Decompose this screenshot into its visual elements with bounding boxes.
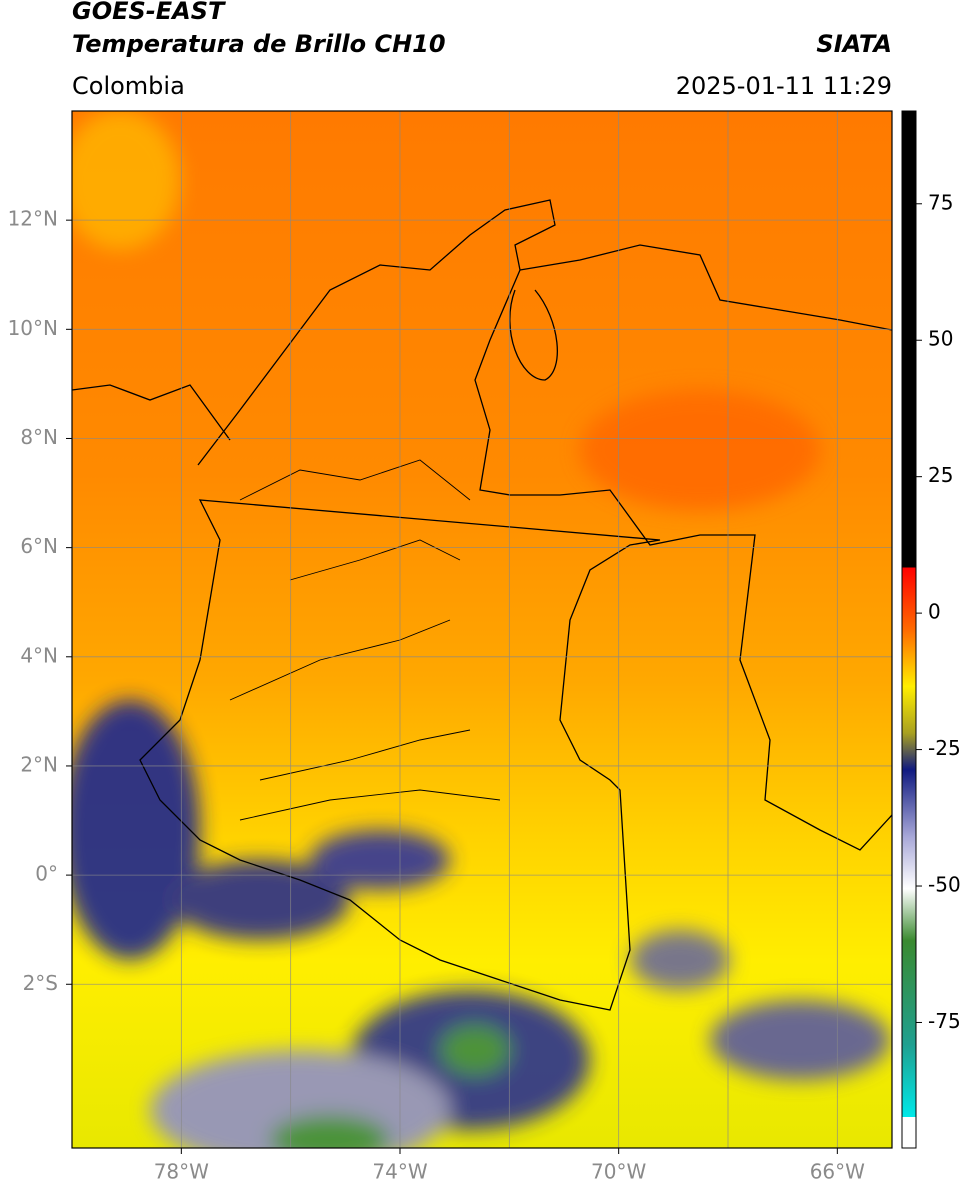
graticule — [72, 111, 892, 1148]
region: Colombia — [72, 72, 185, 100]
y-tick-label: 8°N — [20, 425, 58, 449]
map-frame — [71, 110, 893, 1149]
x-tick-label: 78°W — [154, 1160, 209, 1184]
source: SIATA — [816, 30, 892, 58]
x-tick-label: 66°W — [810, 1160, 865, 1184]
x-tick-label: 70°W — [591, 1160, 646, 1184]
subtitle: Temperatura de Brillo CH10 — [72, 30, 446, 58]
colorbar-tick-label: -50 — [928, 873, 961, 897]
satellite-image — [72, 111, 892, 1148]
y-tick-label: 0° — [35, 862, 58, 886]
y-tick-label: 4°N — [20, 643, 58, 667]
y-tick-label: 2°S — [23, 971, 58, 995]
title: GOES-EAST — [72, 0, 226, 25]
y-tick-label: 2°N — [20, 752, 58, 776]
y-tick-label: 6°N — [20, 534, 58, 558]
colorbar-tick-label: 50 — [928, 327, 953, 351]
colorbar-tick-label: 25 — [928, 463, 953, 487]
colorbar — [901, 110, 917, 1149]
colorbar-tick-label: 75 — [928, 190, 953, 214]
colorbar-tick-label: -75 — [928, 1009, 961, 1033]
y-tick-label: 10°N — [8, 316, 58, 340]
x-tick-label: 74°W — [372, 1160, 427, 1184]
y-tick-label: 12°N — [8, 207, 58, 231]
timestamp: 2025-01-11 11:29 — [676, 72, 892, 100]
colorbar-tick-label: -25 — [928, 736, 961, 760]
colorbar-tick-label: 0 — [928, 600, 941, 624]
